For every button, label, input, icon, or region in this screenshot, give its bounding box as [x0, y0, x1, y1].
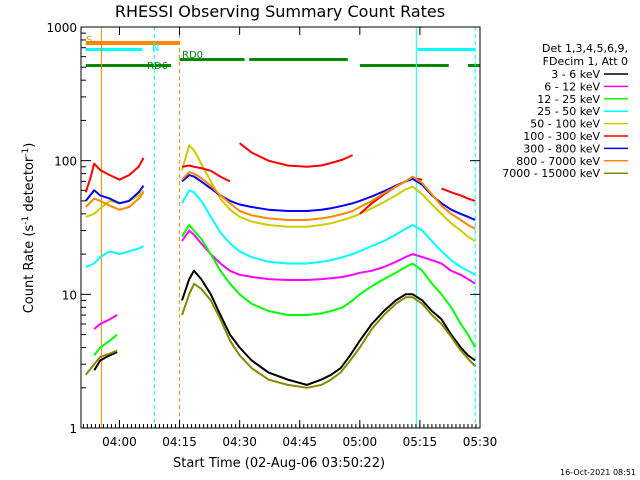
legend-header-2: FDecim 1, Att 0 [543, 55, 628, 68]
flag-bar-saa-0 [85, 41, 180, 45]
legend-label-2: 12 - 25 keV [537, 93, 600, 106]
legend-label-7: 800 - 7000 keV [516, 155, 600, 168]
flag-label-rd0: RD0 [182, 50, 203, 61]
flag-bar-decim-low-1 [359, 64, 449, 67]
y-tick-label-3: 1000 [46, 21, 77, 35]
flag-label-saa: S [86, 35, 92, 46]
series-line-3-seg-0 [85, 245, 144, 268]
x-tick-label-1: 04:15 [162, 435, 197, 449]
plot-frame [80, 26, 481, 429]
y-tick-label-0: 1 [69, 422, 77, 436]
series-line-4-seg-0 [85, 189, 145, 218]
y-tick-label-1: 10 [62, 288, 77, 302]
timestamp: 16-Oct-2021 08:51 [560, 468, 636, 477]
legend-label-1: 6 - 12 keV [544, 80, 600, 93]
legend-label-5: 100 - 300 keV [523, 130, 600, 143]
flag-bar-night-0 [85, 48, 143, 51]
series-line-6-seg-0 [85, 185, 145, 205]
flag-label-night: N [152, 43, 159, 54]
x-axis-label: Start Time (02-Aug-06 03:50:22) [173, 456, 385, 471]
x-tick-label-3: 04:45 [282, 435, 317, 449]
flag-bar-decim-low-2 [467, 64, 480, 67]
series-line-2-seg-0 [93, 333, 118, 356]
series-line-0-seg-1 [181, 269, 476, 386]
flag-bar-decim-high-1 [249, 58, 348, 61]
series-line-8-seg-0 [85, 349, 118, 376]
x-axis-ticks: 04:00 04:15 04:30 04:45 05:00 05:15 05:30 [82, 27, 498, 449]
x-tick-label-4: 05:00 [343, 435, 378, 449]
flag-label-rd6: RD6 [147, 61, 168, 72]
series-line-5-seg-2 [238, 142, 354, 168]
observing-flags [85, 41, 480, 67]
y-tick-label-2: 100 [54, 155, 77, 169]
series-line-7-seg-0 [85, 191, 145, 211]
series-line-8-seg-1 [181, 282, 476, 389]
x-tick-label-2: 04:30 [222, 435, 257, 449]
series-line-1-seg-0 [93, 314, 118, 330]
series-lines [84, 142, 477, 389]
legend-label-6: 300 - 800 keV [523, 142, 600, 155]
y-axis-label: Count Rate (s-1 detector-1) [21, 143, 37, 314]
series-line-5-seg-1 [181, 164, 231, 183]
y-axis-ticks: 1 10 100 1000 [46, 21, 480, 436]
x-tick-label-5: 05:15 [403, 435, 438, 449]
series-line-5-seg-0 [84, 157, 145, 193]
legend-label-8: 7000 - 15000 keV [502, 167, 600, 180]
legend-label-0: 3 - 6 keV [551, 68, 600, 81]
series-line-1-seg-1 [181, 229, 476, 285]
flag-bar-night-1 [417, 48, 476, 51]
series-line-7-seg-1 [181, 171, 476, 230]
chart-title: RHESSI Observing Summary Count Rates [115, 2, 445, 21]
flag-bar-decim-high-0 [179, 58, 245, 61]
observing-flag-labels: S N RD6 RD0 [86, 35, 203, 72]
legend-header-1: Det 1,3,4,5,6,9, [542, 42, 628, 55]
series-line-2-seg-1 [181, 224, 477, 348]
flag-bar-decim-low-0 [85, 64, 172, 67]
x-tick-label-0: 04:00 [102, 435, 137, 449]
series-line-3-seg-1 [181, 189, 476, 276]
legend: Det 1,3,4,5,6,9, FDecim 1, Att 0 3 - 6 k… [502, 42, 628, 180]
legend-label-3: 25 - 50 keV [537, 105, 600, 118]
series-line-5-seg-4 [441, 187, 476, 202]
series-line-0-seg-0 [93, 351, 118, 371]
legend-label-4: 50 - 100 keV [530, 118, 600, 131]
x-tick-label-6: 05:30 [463, 435, 498, 449]
